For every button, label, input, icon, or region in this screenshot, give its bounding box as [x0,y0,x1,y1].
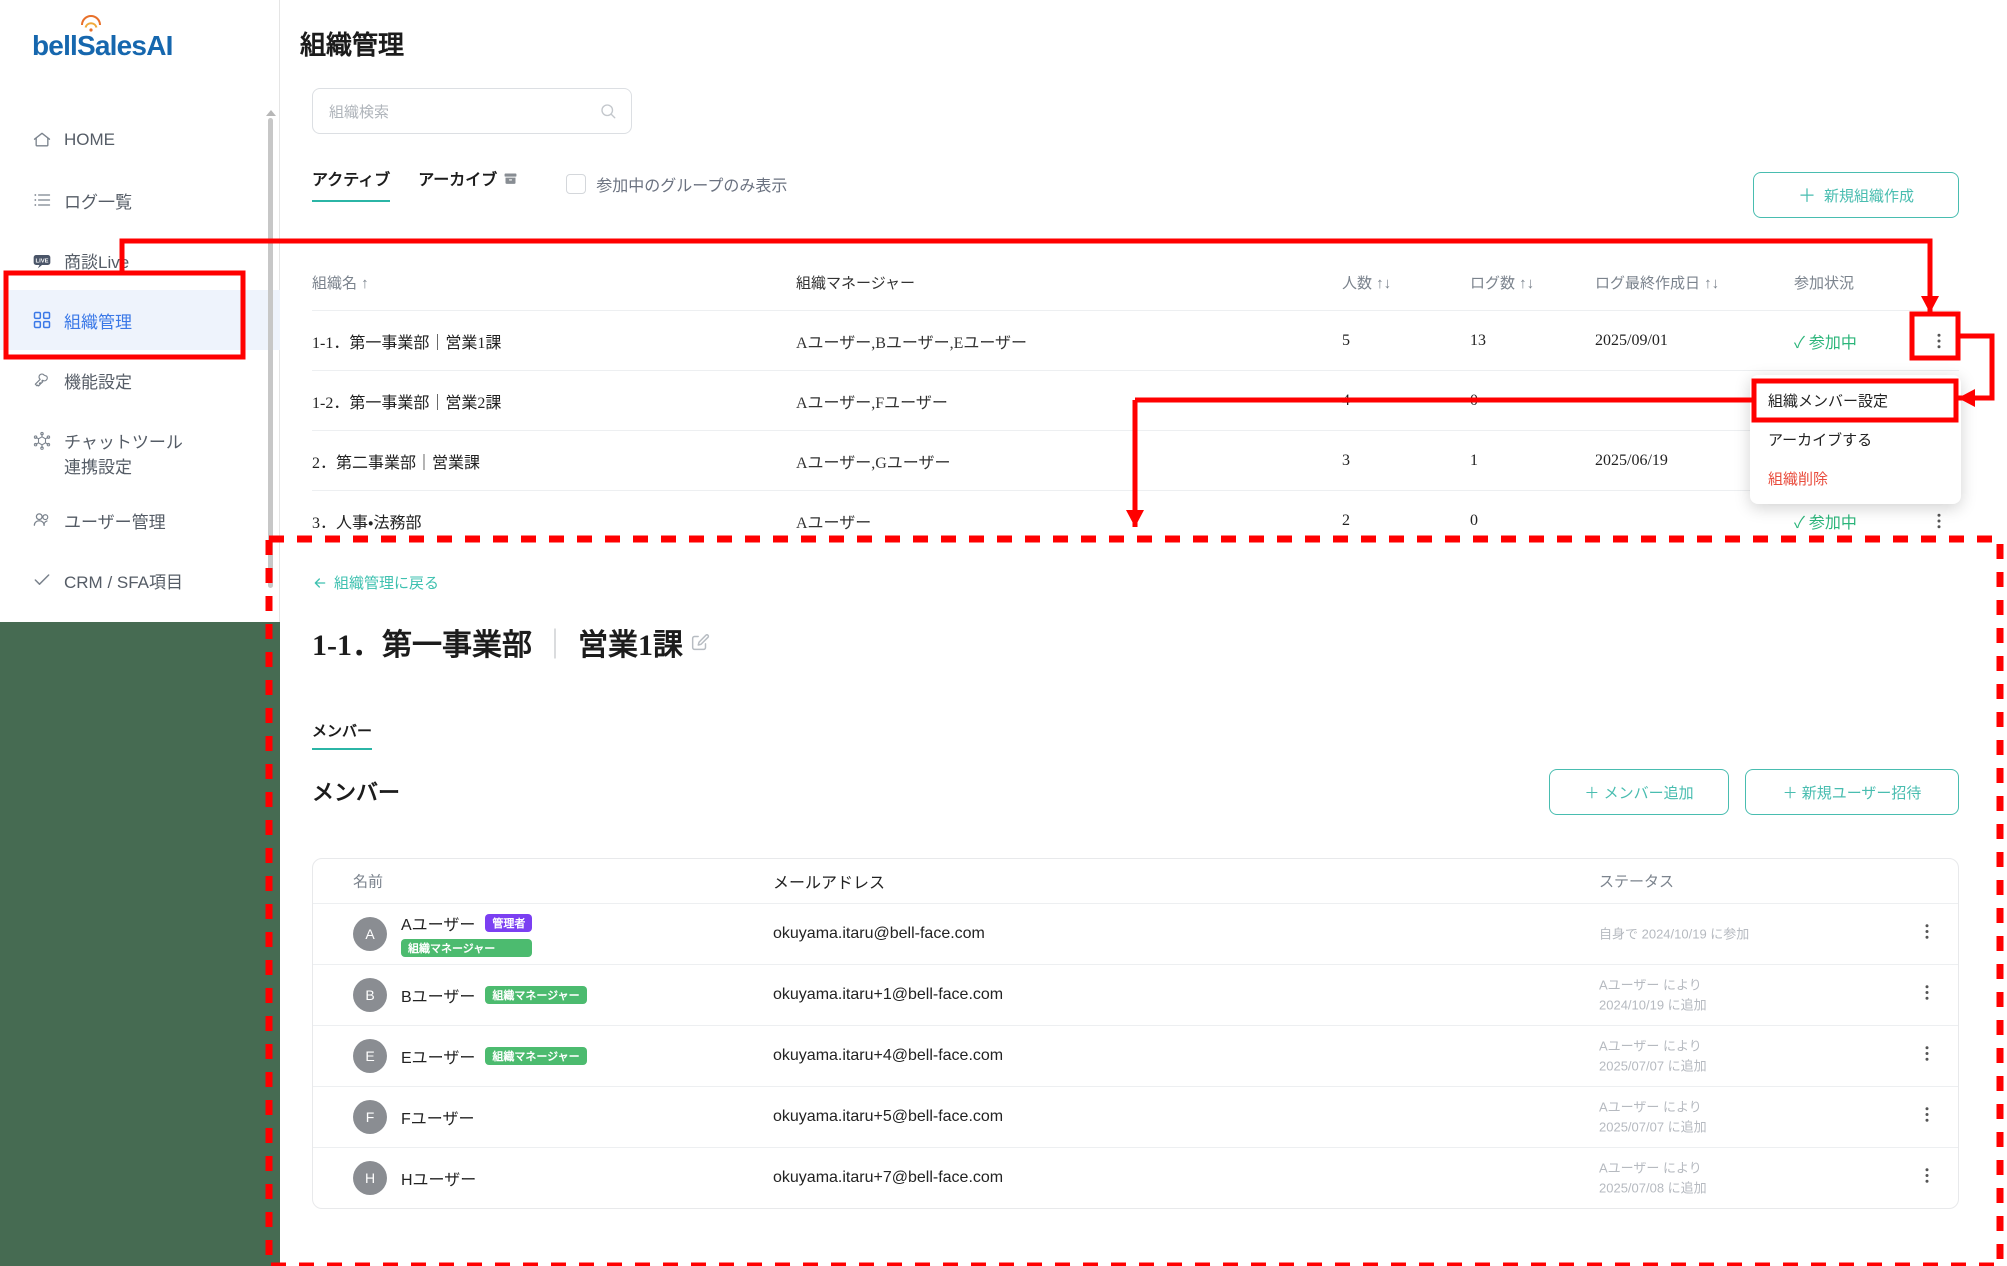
svg-text:LIVE: LIVE [36,259,49,265]
